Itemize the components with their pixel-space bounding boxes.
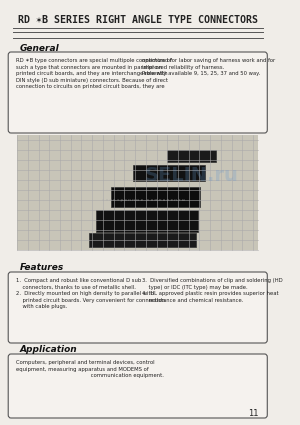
Text: 1.  Compact and robust like conventional D sub
    connectors, thanks to use of : 1. Compact and robust like conventional … bbox=[16, 278, 165, 309]
FancyBboxPatch shape bbox=[8, 354, 267, 418]
FancyBboxPatch shape bbox=[8, 52, 267, 133]
Bar bbox=[167, 150, 216, 162]
Bar bbox=[96, 210, 199, 232]
Text: 3.  Diversified combinations of clip and soldering (HD
    type) or IDC (ITC typ: 3. Diversified combinations of clip and … bbox=[142, 278, 283, 303]
Text: General: General bbox=[20, 43, 60, 53]
Bar bbox=[88, 233, 196, 247]
Text: optimized for labor saving of harness work and for
improved reliability of harne: optimized for labor saving of harness wo… bbox=[142, 58, 275, 76]
Text: RD ✶B SERIES RIGHT ANGLE TYPE CONNECTORS: RD ✶B SERIES RIGHT ANGLE TYPE CONNECTORS bbox=[18, 15, 258, 25]
FancyBboxPatch shape bbox=[8, 272, 267, 343]
Text: Application: Application bbox=[20, 346, 77, 354]
Text: SELIN.ru: SELIN.ru bbox=[144, 165, 238, 184]
Bar bbox=[17, 135, 258, 250]
Text: Features: Features bbox=[20, 264, 64, 272]
Bar bbox=[111, 187, 200, 207]
Text: 11: 11 bbox=[248, 409, 258, 418]
Bar bbox=[133, 165, 205, 181]
Text: э л е к т р о н н ы е   к о м п о н е н т ы: э л е к т р о н н ы е к о м п о н е н т … bbox=[102, 198, 185, 202]
Text: RD ✶B type connectors are special multipole connectors of
such a type that conne: RD ✶B type connectors are special multip… bbox=[16, 58, 172, 89]
Text: Computers, peripheral and terminal devices, control
equipment, measuring apparat: Computers, peripheral and terminal devic… bbox=[16, 360, 164, 378]
